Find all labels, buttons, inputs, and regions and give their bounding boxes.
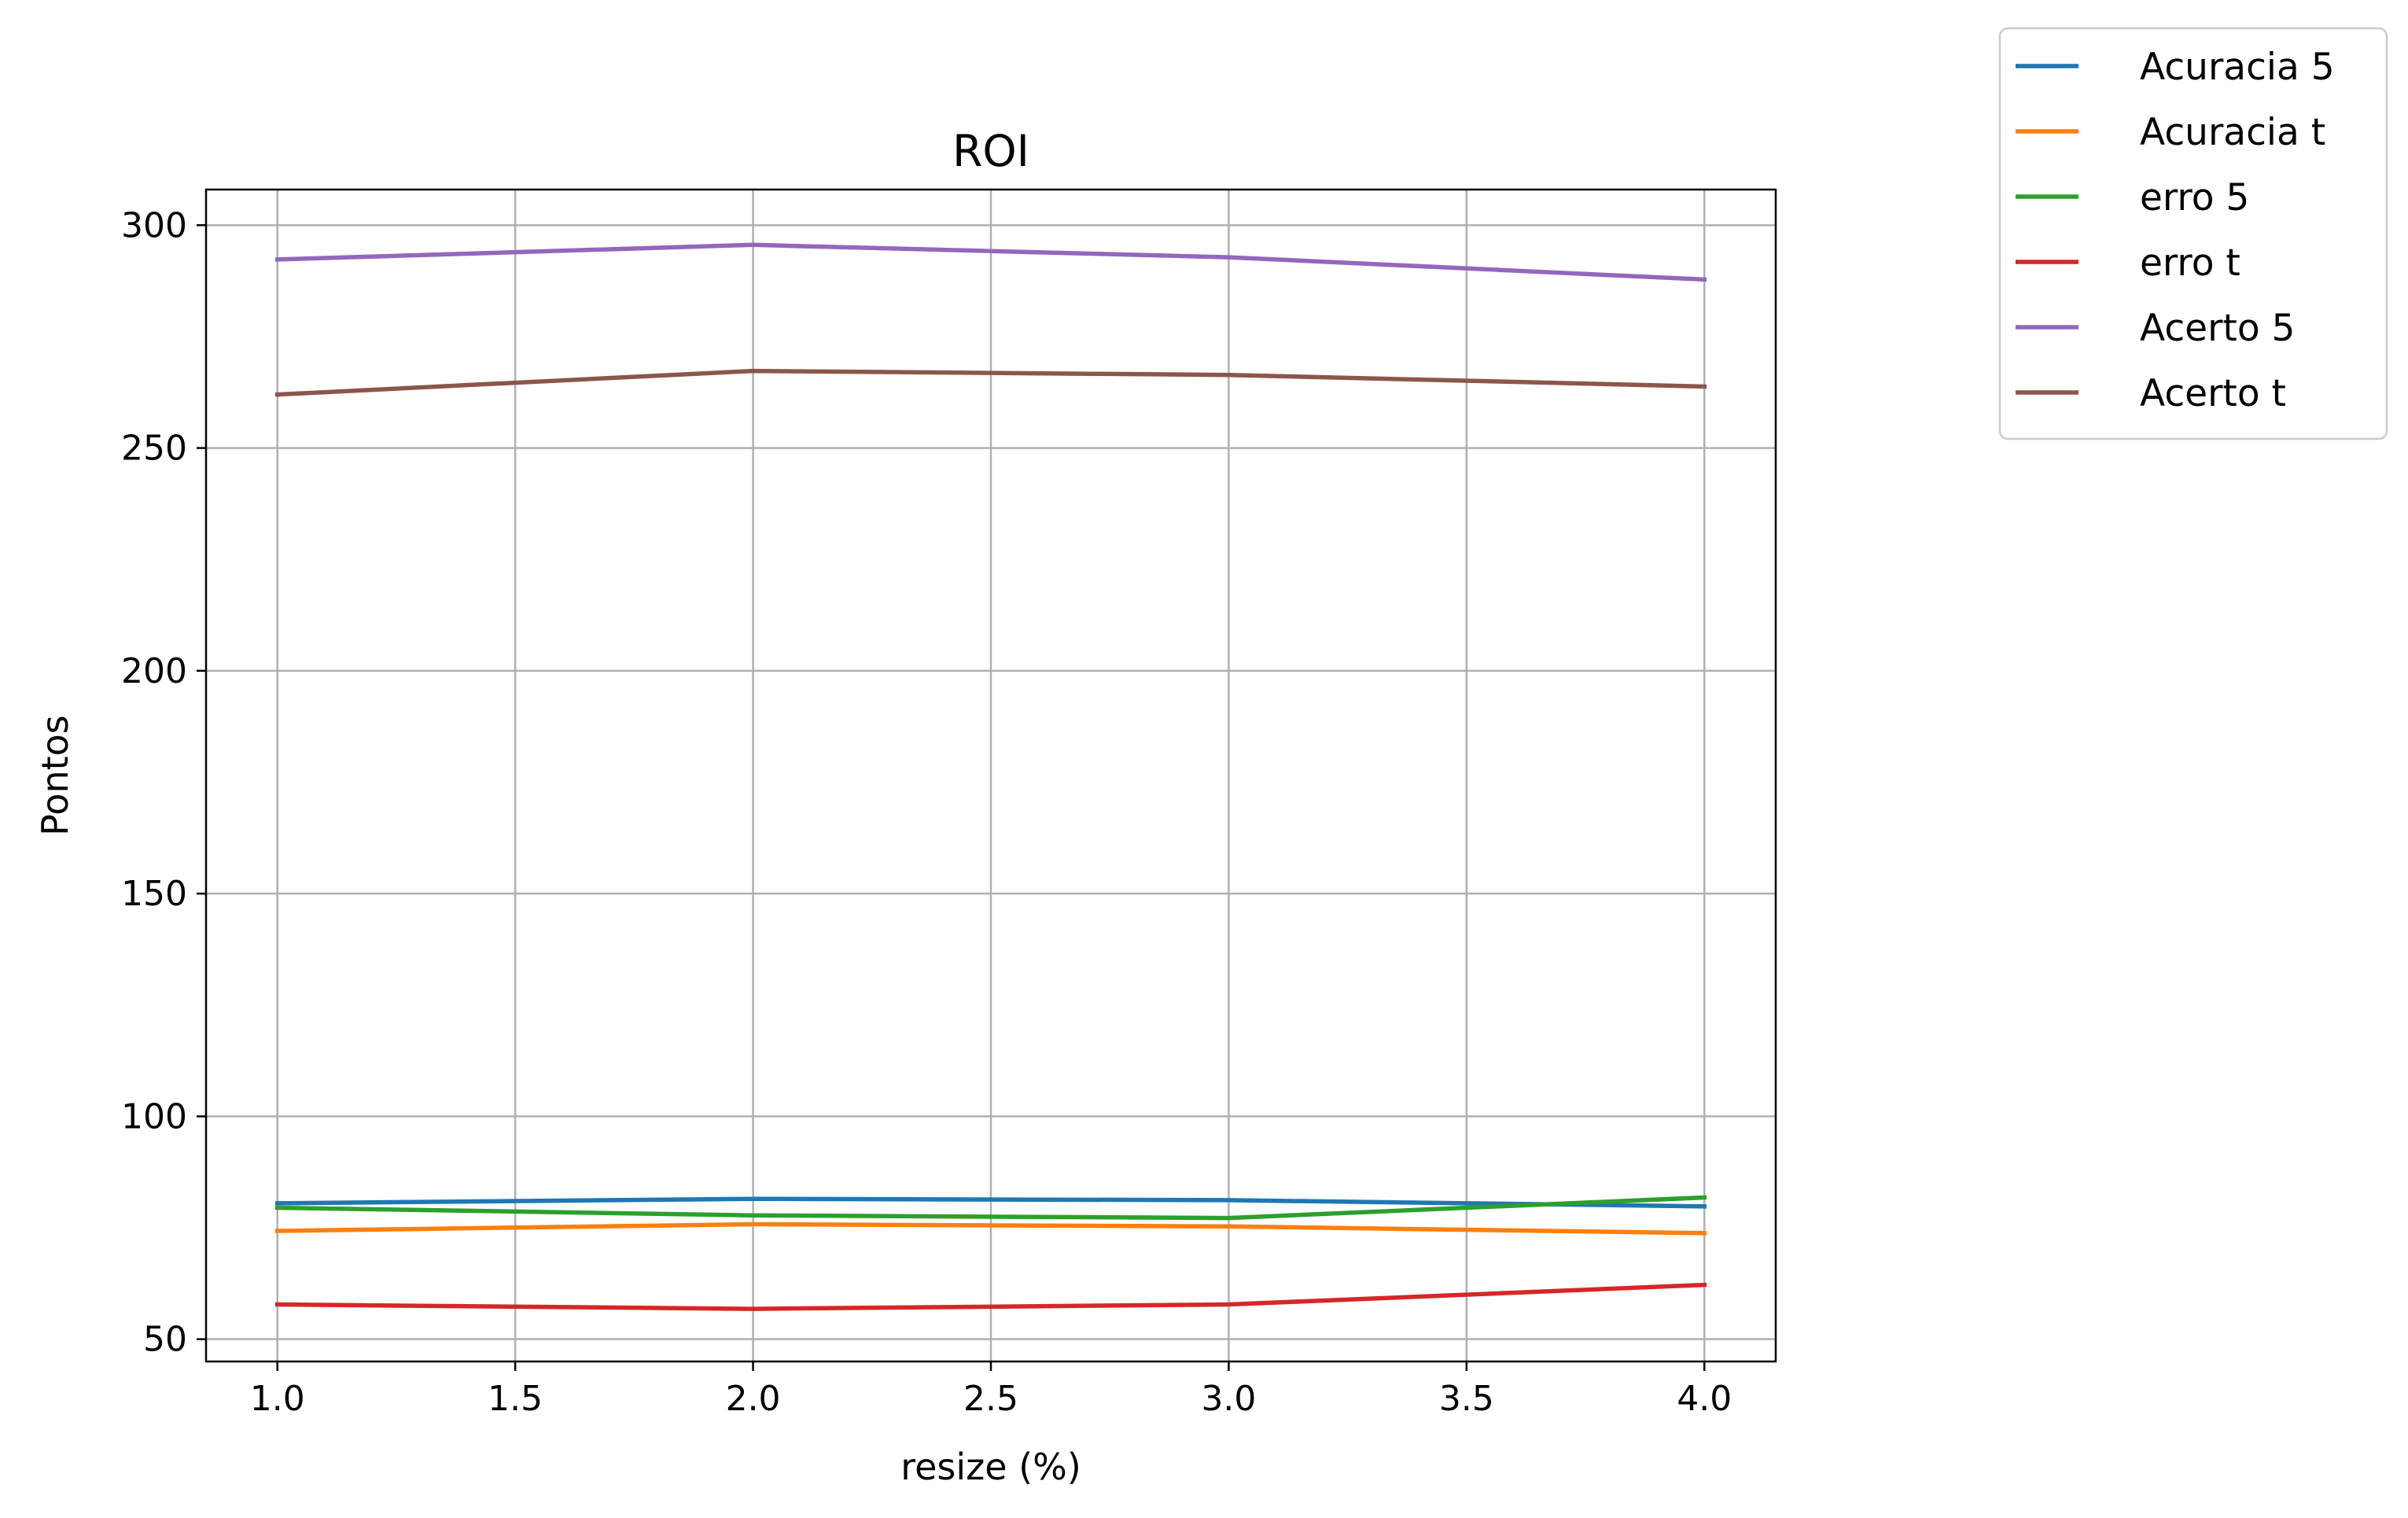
grid <box>206 190 1776 1361</box>
axis-ticks: 1.0 1.5 2.0 2.5 3.0 3.5 4.0 50 100 150 200 250 300 <box>121 205 1732 1419</box>
series-line-0 <box>274 1196 1707 1209</box>
series-line-1 <box>274 1221 1707 1236</box>
series-lines <box>274 242 1707 1311</box>
x-tick-label: 1.0 <box>250 1379 305 1419</box>
series-line-5 <box>274 368 1707 397</box>
legend-label: Acerto 5 <box>2140 307 2295 350</box>
chart-title: ROI <box>952 126 1029 176</box>
legend-label: erro t <box>2140 241 2240 285</box>
x-tick-label: 1.5 <box>488 1379 543 1419</box>
y-tick-label: 300 <box>121 205 187 245</box>
y-tick-label: 250 <box>121 429 187 469</box>
legend-label: Acuracia t <box>2140 111 2325 154</box>
y-tick-label: 200 <box>121 651 187 691</box>
x-tick-label: 3.5 <box>1439 1379 1494 1419</box>
series-line-2 <box>274 1195 1707 1221</box>
legend-box <box>1998 27 2388 440</box>
legend-label: Acuracia 5 <box>2140 46 2335 89</box>
legend-label: erro 5 <box>2140 176 2249 219</box>
y-tick-label: 50 <box>143 1320 187 1360</box>
x-axis-label: resize (%) <box>900 1446 1081 1488</box>
x-tick-label: 3.0 <box>1201 1379 1256 1419</box>
y-axis-label: Pontos <box>34 715 76 836</box>
y-tick-label: 150 <box>121 874 187 914</box>
x-tick-label: 2.0 <box>726 1379 781 1419</box>
x-tick-label: 2.5 <box>963 1379 1018 1419</box>
legend-label: Acerto t <box>2140 372 2286 415</box>
series-line-3 <box>274 1282 1707 1311</box>
x-tick-label: 4.0 <box>1677 1379 1732 1419</box>
legend: Acuracia 5 Acuracia t erro 5 erro t Acerto 5… <box>1998 27 2388 440</box>
y-tick-label: 100 <box>121 1096 187 1137</box>
series-line-4 <box>274 242 1707 282</box>
